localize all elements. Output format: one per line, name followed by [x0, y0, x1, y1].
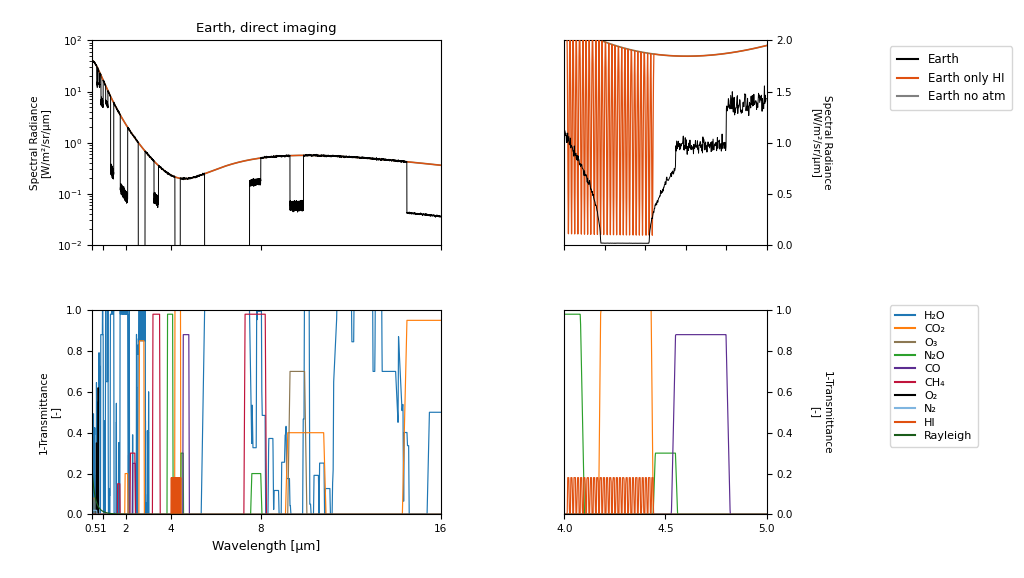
Y-axis label: Spectral Radiance
[W/m²/sr/μm]: Spectral Radiance [W/m²/sr/μm]	[30, 95, 51, 190]
Legend: Earth, Earth only HI, Earth no atm: Earth, Earth only HI, Earth no atm	[890, 46, 1012, 110]
Y-axis label: 1-Transmittance
[-]: 1-Transmittance [-]	[810, 370, 831, 454]
Title: Earth, direct imaging: Earth, direct imaging	[196, 22, 337, 35]
Legend: H₂O, CO₂, O₃, N₂O, CO, CH₄, O₂, N₂, HI, Rayleigh: H₂O, CO₂, O₃, N₂O, CO, CH₄, O₂, N₂, HI, …	[890, 305, 978, 447]
Y-axis label: Spectral Radiance
[W/m²/sr/μm]: Spectral Radiance [W/m²/sr/μm]	[810, 95, 831, 190]
Y-axis label: 1-Transmittance
[-]: 1-Transmittance [-]	[39, 370, 60, 454]
X-axis label: Wavelength [μm]: Wavelength [μm]	[212, 540, 321, 553]
